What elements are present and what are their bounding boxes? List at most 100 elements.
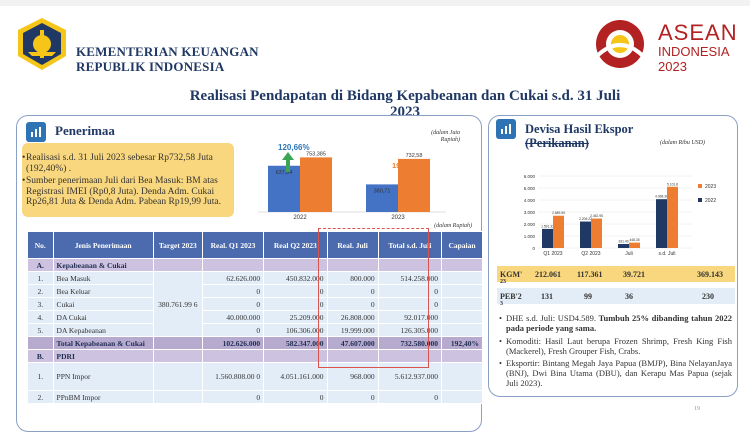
devisa-title-1: Devisa Hasil Ekspor — [525, 122, 634, 136]
cell: 0 — [201, 284, 265, 298]
penerimaan-chart: 637,84 753,385 2022 380,71 732,58 2023 120,66%… — [258, 143, 446, 221]
bar-Juli-2023 — [629, 242, 640, 248]
cell — [27, 336, 54, 350]
cell — [326, 349, 379, 363]
y-tick-label: 5.000 — [524, 186, 536, 191]
x-tick-label: Juli — [625, 251, 633, 257]
devisa-bullet-1: DHE s.d. Juli: USD4.589. Tumbuh 25% diba… — [499, 313, 732, 333]
peb-total: 230 — [702, 292, 714, 301]
cell: 1. — [27, 271, 54, 285]
bar-Q2 2023-2023 — [591, 218, 602, 248]
devisa-title: Devisa Hasil Ekspor (Perikanan) — [525, 122, 633, 150]
bar-Q2 2023-2022 — [580, 221, 591, 248]
cell — [441, 258, 483, 272]
cell: 5. — [27, 323, 54, 337]
cell: 25.209.000 — [263, 310, 328, 324]
kgm-juli: 39.721 — [623, 270, 645, 279]
devisa-bullet-1-b: Tumbuh 25% dibanding tahun 2022 pada per… — [506, 313, 732, 333]
slide-title-line-1: Realisasi Pendapatan di Bidang Kepabeana… — [189, 88, 621, 104]
x-tick-label: 2023 — [391, 215, 405, 221]
col-q2: Real Q2 2023 — [263, 231, 328, 259]
penerimaan-bullet-1: Realisasi s.d. 31 Juli 2023 sebesar Rp73… — [22, 153, 240, 174]
ministry-line-1: KEMENTERIAN KEUANGAN — [76, 44, 259, 59]
data-label: 331.40 — [618, 240, 628, 244]
cell: 0 — [201, 297, 265, 311]
x-tick-label: s.d. Juli — [659, 251, 676, 257]
cell: Kepabeanan & Cukai — [52, 258, 154, 272]
col-capaian: Capaian — [441, 231, 483, 259]
cell — [377, 349, 443, 363]
cell — [152, 336, 203, 350]
cell: 0 — [377, 390, 443, 404]
col-target: Target 2023 — [152, 231, 203, 259]
table-row: 2. Bea Keluar 0 0 0 0 — [27, 284, 483, 298]
bar-Q1 2023-2023 — [553, 215, 564, 248]
penerimaan-bullet-2: Sumber penerimaan Juli dari Bea Masuk: B… — [22, 176, 248, 208]
cell: 514.258.000 — [377, 271, 443, 285]
cell — [263, 349, 328, 363]
cell: Bea Keluar — [52, 284, 154, 298]
kgm-total: 369.143 — [697, 270, 723, 279]
legend-swatch — [698, 198, 702, 202]
cell — [152, 362, 203, 391]
cell — [377, 258, 443, 272]
cell — [152, 390, 203, 404]
devisa-chart: 0 1.000 2.000 3.000 4.000 5.000 6.000 1.591.33 2… — [524, 174, 717, 257]
data-label: 753,385 — [306, 151, 326, 157]
cell — [441, 284, 483, 298]
cell: 0 — [326, 390, 379, 404]
table-row: 4. DA Cukai 40.000.000 25.209.000 26.808… — [27, 310, 483, 324]
cell: 2. — [27, 390, 54, 404]
x-tick-label: Q1 2023 — [543, 251, 562, 257]
cell — [152, 349, 203, 363]
kgm-label: KGM' — [500, 270, 523, 279]
cell: 0 — [201, 390, 265, 404]
cell — [152, 258, 203, 272]
bar-2023-1 — [398, 158, 430, 212]
y-tick-label: 2.000 — [524, 222, 536, 227]
asean-year: 2023 — [658, 59, 687, 74]
y-tick-label: 3.000 — [524, 210, 536, 215]
cell: 1. — [27, 362, 54, 391]
devisa-title-2: (Perikanan) — [525, 136, 589, 150]
devisa-bullet-1-a: DHE s.d. Juli: USD4.589. — [506, 313, 599, 323]
devisa-bullet-3: Eksportir: Bintang Megah Jaya Papua (BMJ… — [499, 358, 732, 388]
cell: 92.017.000 — [377, 310, 443, 324]
cell: PPnBM Impor — [52, 390, 154, 404]
kgm-q1: 212.061 — [535, 270, 561, 279]
bar-s.d. Juli-2022 — [656, 199, 667, 248]
bar-Juli-2022 — [618, 244, 629, 248]
col-jenis: Jenis Penerimaan — [52, 231, 154, 259]
devisa-bullet-2: Komoditi: Hasil Laut berupa Frozen Shrim… — [499, 336, 732, 356]
cell: 800.000 — [326, 271, 379, 285]
kgm-row: KGM' 23 212.061 117.361 39.721 369.143 — [497, 266, 735, 285]
col-no: No. — [27, 231, 54, 259]
cell — [441, 349, 483, 363]
cell: 19.999.000 — [326, 323, 379, 337]
asean-logo — [585, 16, 655, 72]
cell — [441, 310, 483, 324]
y-tick-label: 6.000 — [524, 174, 536, 179]
top-band — [0, 0, 750, 6]
cell: 4.051.161.000 — [263, 362, 328, 391]
data-label: 2.205.22 — [579, 217, 592, 221]
cell: 1.560.808.00 0 — [201, 362, 265, 391]
data-label: 5.101.8 — [667, 182, 678, 186]
annotation-2022: 120,66% — [278, 143, 310, 152]
cell: Total Kepabeanan & Cukai — [52, 336, 154, 350]
revenue-table: No. Jenis Penerimaan Target 2023 Real. Q… — [27, 231, 483, 404]
peb-row: PEB'2 3 131 99 36 230 — [497, 288, 735, 307]
cell: 0 — [263, 284, 328, 298]
cell: 0 — [263, 297, 328, 311]
bar-s.d. Juli-2023 — [667, 186, 678, 248]
bar-2022-1 — [300, 157, 332, 212]
peb-q2: 99 — [584, 292, 592, 301]
data-label: 2.452.95 — [590, 214, 603, 218]
bar-2022-0 — [268, 165, 300, 212]
penerimaan-chart-unit: (dalam Juta Rupiah) — [431, 130, 460, 143]
data-label: 4.068.36 — [655, 195, 668, 199]
cell: 126.305.000 — [377, 323, 443, 337]
up-arrow-icon — [282, 152, 294, 172]
y-tick-label: 0 — [532, 246, 535, 251]
